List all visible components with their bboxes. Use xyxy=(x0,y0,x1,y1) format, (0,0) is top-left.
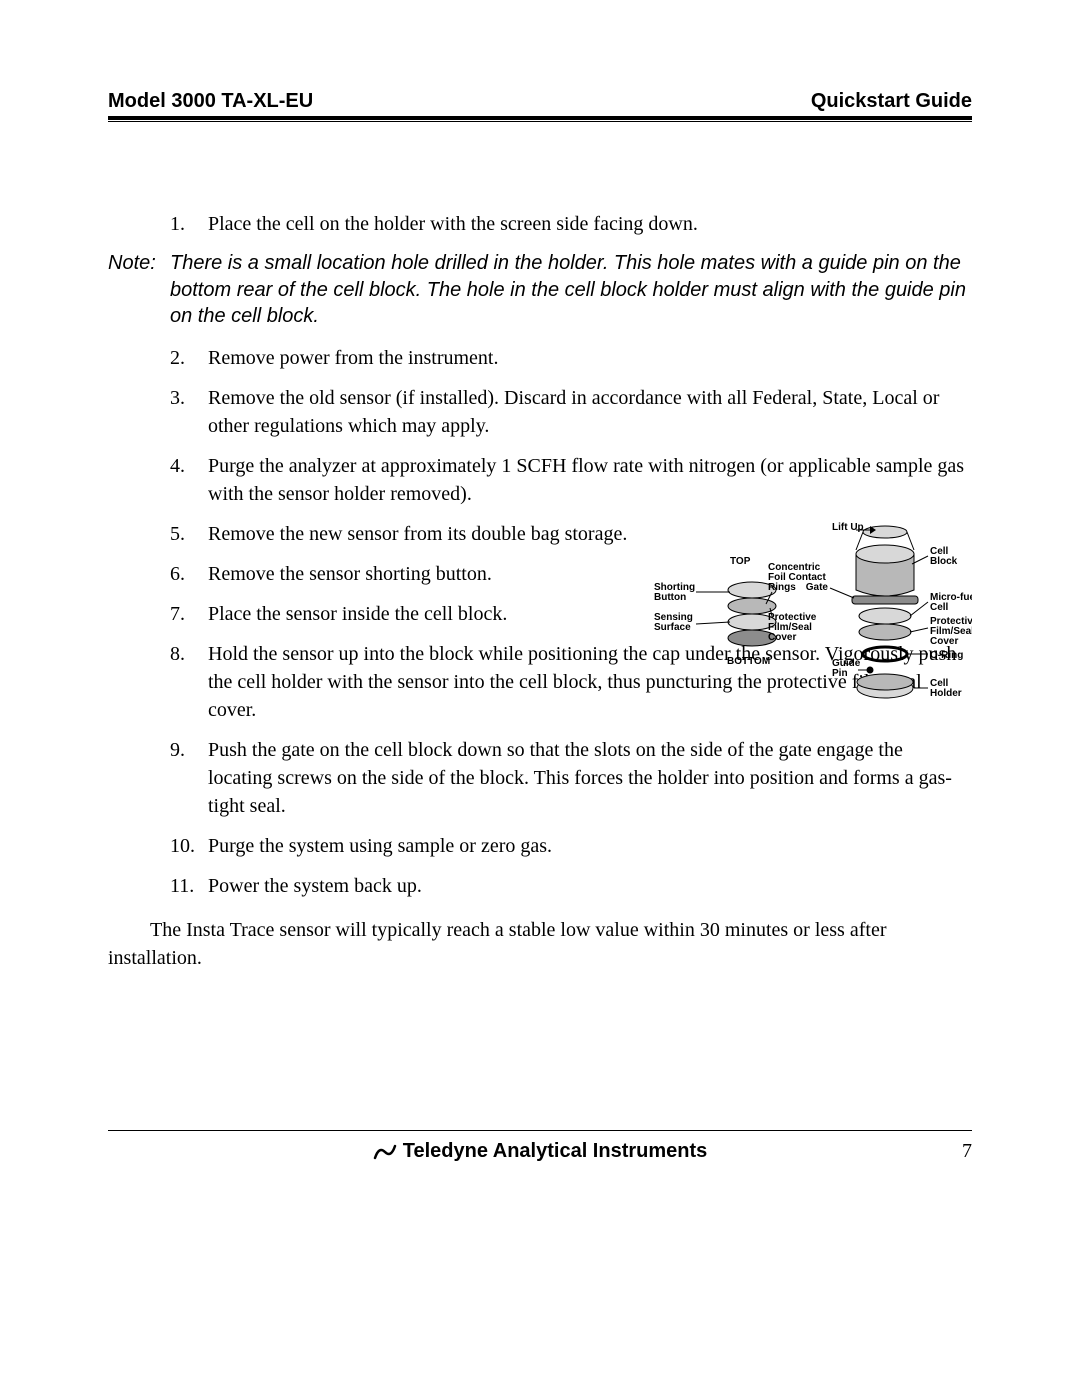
step-number: 6. xyxy=(170,560,208,588)
step-text: Place the cell on the holder with the sc… xyxy=(208,210,972,238)
step-number: 3. xyxy=(170,384,208,440)
header-rule-thin xyxy=(108,121,972,122)
svg-text:Cover: Cover xyxy=(768,632,796,643)
svg-text:Surface: Surface xyxy=(654,622,691,633)
page-number: 7 xyxy=(962,1140,972,1163)
step-number: 9. xyxy=(170,736,208,820)
closing-paragraph: The Insta Trace sensor will typically re… xyxy=(108,916,972,972)
teledyne-logo-icon xyxy=(373,1144,397,1160)
svg-text:O-Ring: O-Ring xyxy=(930,650,963,661)
step-text: Remove the old sensor (if installed). Di… xyxy=(208,384,972,440)
svg-text:Pin: Pin xyxy=(832,668,848,679)
header-guide: Quickstart Guide xyxy=(811,90,972,113)
step-number: 11. xyxy=(170,872,208,900)
svg-text:Block: Block xyxy=(930,556,958,567)
svg-text:Lift Up: Lift Up xyxy=(832,522,864,533)
svg-text:Cell: Cell xyxy=(930,602,949,613)
svg-text:TOP: TOP xyxy=(730,556,751,567)
note-block: Note: There is a small location hole dri… xyxy=(108,250,972,330)
footer-rule xyxy=(108,1130,972,1131)
page-content: 1.Place the cell on the holder with the … xyxy=(108,210,972,972)
step-text: Purge the system using sample or zero ga… xyxy=(208,832,972,860)
note-text: There is a small location hole drilled i… xyxy=(170,250,972,330)
svg-text:Cover: Cover xyxy=(930,636,958,647)
step-number: 5. xyxy=(170,520,208,548)
step-text: Push the gate on the cell block down so … xyxy=(208,736,972,820)
header-rule-thick xyxy=(108,116,972,120)
footer-brand: Teledyne Analytical Instruments xyxy=(403,1140,708,1163)
header-model: Model 3000 TA-XL-EU xyxy=(108,90,313,113)
step-number: 4. xyxy=(170,452,208,508)
step-number: 10. xyxy=(170,832,208,860)
svg-text:Gate: Gate xyxy=(806,582,829,593)
svg-text:Holder: Holder xyxy=(930,688,962,699)
svg-text:BOTTOM: BOTTOM xyxy=(727,656,770,667)
svg-text:Button: Button xyxy=(654,592,686,603)
step-number: 2. xyxy=(170,344,208,372)
step-text: Remove power from the instrument. xyxy=(208,344,972,372)
step-text: Power the system back up. xyxy=(208,872,972,900)
cell-block-diagram: TOP BOTTOM ShortingButton SensingSurface… xyxy=(642,520,972,730)
step-number: 7. xyxy=(170,600,208,628)
svg-text:Rings: Rings xyxy=(768,582,796,593)
step-text: Purge the analyzer at approximately 1 SC… xyxy=(208,452,972,508)
note-label: Note: xyxy=(108,250,170,330)
step-number: 1. xyxy=(170,210,208,238)
page-footer: Teledyne Analytical Instruments 7 xyxy=(108,1140,972,1163)
step-number: 8. xyxy=(170,640,208,724)
